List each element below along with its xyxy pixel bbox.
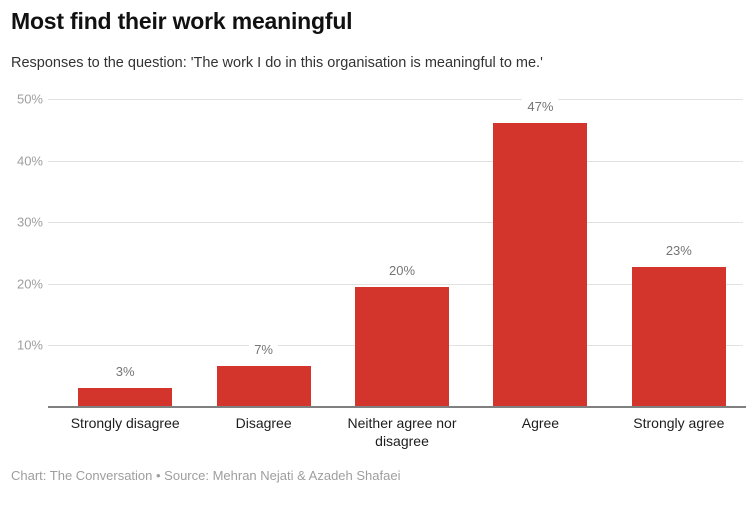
bar [78,388,173,407]
bar-slot: 47% [471,99,609,407]
x-axis-line [48,406,746,408]
x-tick-label: Strongly agree [633,415,725,431]
gridline-30 [48,222,743,224]
chart-title: Most find their work meaningful [11,8,353,34]
gridline-40 [48,160,743,162]
y-tick-label-40: 40% [16,153,43,169]
bar [216,366,311,407]
gridline-50 [48,99,743,100]
bar-slot: 7% [194,99,332,407]
bar [493,123,588,407]
x-axis-labels: Strongly disagree Disagree Neither agree n… [56,414,748,450]
bar-value-label: 7% [249,342,278,357]
y-tick-label-50: 50% [16,91,43,107]
bar [355,287,450,407]
bar-value-label: 3% [110,364,140,379]
x-tick-label: Neither agree nor disagree [347,415,457,450]
bars-group: 3% 7% 20% 47% 23% [56,99,748,407]
x-tick-label: Agree [521,415,560,431]
bar-slot: 20% [333,99,471,407]
bar-slot: 23% [610,99,748,407]
bar-value-label: 47% [522,99,559,114]
y-tick-label-20: 20% [16,276,43,292]
footer-credit: Chart: The Conversation • Source: Mehran… [11,468,401,483]
bar [631,267,726,407]
gridline-20 [48,283,743,285]
bar-value-label: 20% [384,263,421,278]
plot-area: 10% 20% 30% 40% 50% 3% 7% 20% 47% 23% [0,92,754,407]
bar-value-label: 23% [660,243,697,258]
x-tick-label: Disagree [235,415,292,431]
bar-slot: 3% [56,99,194,407]
chart-subtitle: Responses to the question: 'The work I d… [11,55,543,71]
y-tick-label-10: 10% [16,337,43,353]
x-tick-label: Strongly disagree [70,415,180,431]
y-tick-label-30: 30% [16,214,43,230]
